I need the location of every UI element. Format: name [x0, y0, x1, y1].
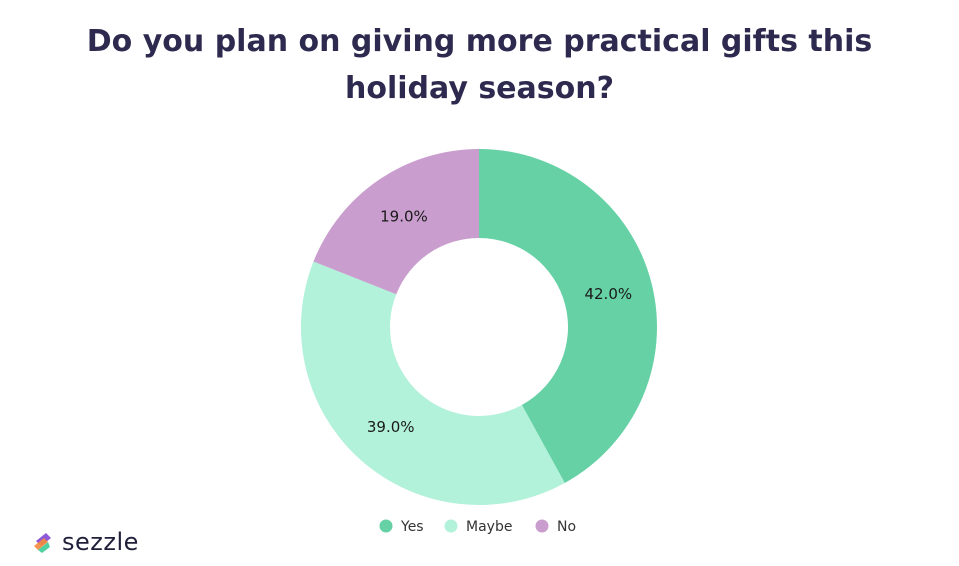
legend-swatch-yes: [379, 519, 393, 533]
legend: Yes Maybe No: [379, 519, 576, 535]
chart-title: Do you plan on giving more practical gif…: [86, 24, 873, 106]
slice-label-yes: 42.0%: [584, 285, 632, 303]
legend-item-no: No: [535, 519, 576, 535]
legend-label-yes: Yes: [400, 519, 424, 535]
legend-label-maybe: Maybe: [466, 519, 512, 535]
sezzle-logo-icon: [34, 533, 51, 553]
slice-yes: [479, 149, 657, 483]
legend-swatch-maybe: [444, 519, 458, 533]
brand-name: sezzle: [62, 528, 139, 556]
legend-item-maybe: Maybe: [444, 519, 512, 535]
slice-no: [313, 149, 479, 295]
legend-label-no: No: [557, 519, 576, 535]
slice-labels: 42.0% 39.0% 19.0%: [367, 208, 632, 437]
slice-label-maybe: 39.0%: [367, 418, 415, 436]
slices: [301, 149, 657, 505]
legend-item-yes: Yes: [379, 519, 424, 535]
slice-label-no: 19.0%: [380, 208, 428, 226]
legend-swatch-no: [535, 519, 549, 533]
brand-logo: sezzle: [30, 528, 139, 556]
slice-maybe: [301, 261, 565, 505]
